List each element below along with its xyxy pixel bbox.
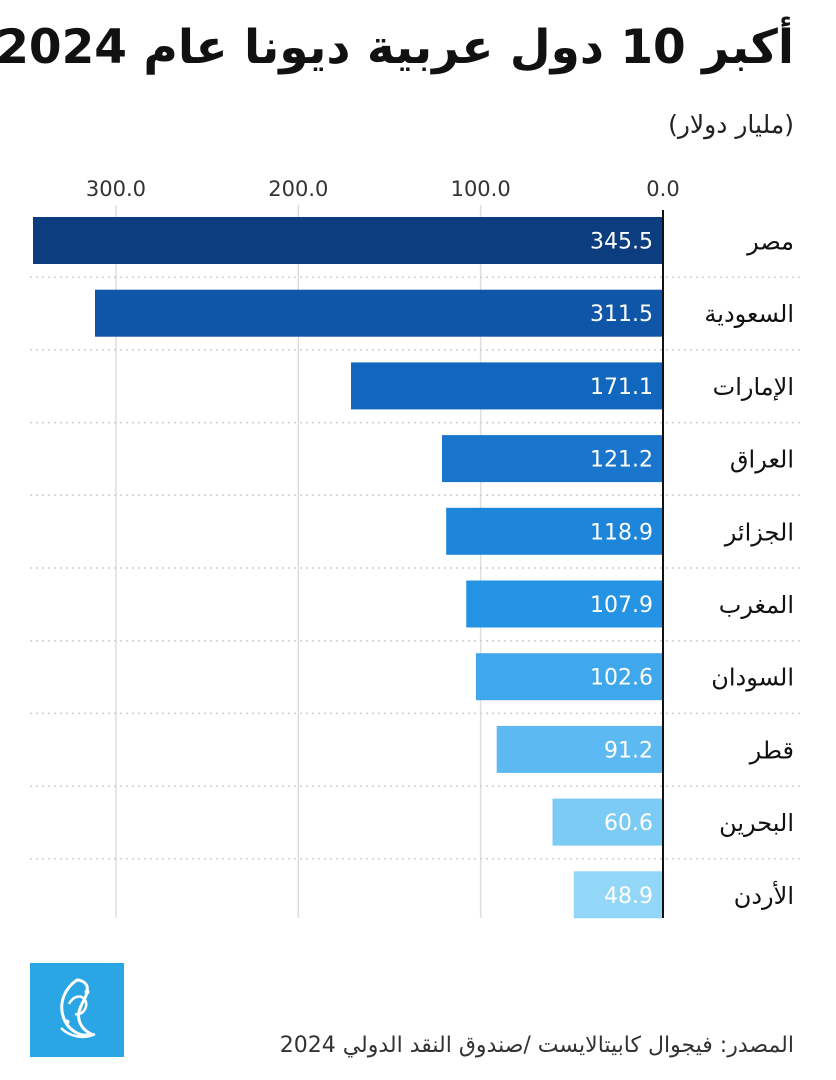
bar [496,725,663,773]
aljazeera-logo-icon [30,963,124,1057]
value-label: 60.6 [604,811,653,836]
bar [552,798,663,846]
value-label: 118.9 [590,520,653,545]
tick-label: 300.0 [86,177,146,201]
value-label: 48.9 [604,884,653,909]
bar [441,435,663,483]
tick-label: 100.0 [451,177,511,201]
category-label: الجزائر [724,518,794,546]
value-label: 91.2 [604,738,653,763]
value-label: 102.6 [590,666,653,691]
category-label: المغرب [719,591,794,619]
bar-chart: 0.0 100.0 200.0 300.0 345.5 مصر 311.5 السعودية 1… [30,177,800,919]
category-label: السعودية [704,300,794,328]
category-label: مصر [746,228,794,256]
chart-title: أكبر 10 دول عربية ديونا عام 2024 [0,20,794,75]
bar [94,289,663,337]
value-label: 121.2 [590,448,653,473]
bar [573,871,663,919]
unit-label: (مليار دولار) [668,110,794,139]
value-label: 311.5 [590,302,653,327]
bar [466,580,663,628]
value-label: 171.1 [590,375,653,400]
tick-label: 0.0 [646,177,679,201]
category-label: الإمارات [713,373,794,401]
value-label: 345.5 [590,230,653,255]
value-label: 107.9 [590,593,653,618]
category-label: قطر [749,736,794,764]
category-label: البحرين [719,809,794,837]
bar [351,362,663,410]
category-label: السودان [711,664,794,692]
bar [33,217,663,264]
tick-label: 200.0 [268,177,328,201]
bar [446,507,663,555]
category-label: الأردن [734,881,794,910]
bar [475,653,663,701]
source-text: المصدر: فيجوال كابيتالايست /صندوق النقد … [279,1033,794,1058]
category-label: العراق [730,446,794,474]
